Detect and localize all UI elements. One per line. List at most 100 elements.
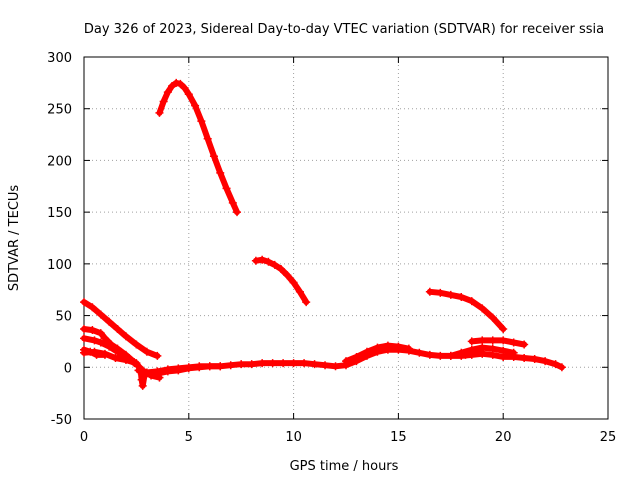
data-point [499, 336, 508, 345]
data-point [100, 350, 109, 359]
data-point [394, 342, 403, 351]
data-point [121, 356, 130, 365]
data-point [258, 255, 267, 264]
data-point [168, 81, 177, 90]
data-point [404, 344, 413, 353]
data-point [80, 325, 88, 334]
series-arc-4 [80, 298, 162, 360]
y-tick-label: 250 [47, 103, 72, 118]
data-point [474, 347, 483, 356]
chart-title: Day 326 of 2023, Sidereal Day-to-day VTE… [84, 22, 604, 37]
data-point [258, 359, 267, 368]
y-tick-label: 50 [55, 310, 72, 325]
plot-frame [83, 56, 609, 420]
data-point [105, 317, 114, 326]
y-tick-label: -50 [51, 413, 72, 428]
data-point [137, 375, 146, 384]
data-point [488, 344, 497, 353]
data-point [172, 78, 181, 87]
data-point [268, 359, 277, 368]
data-point [132, 359, 141, 368]
x-tick-label: 0 [80, 430, 88, 445]
series-arc-1 [155, 78, 242, 217]
data-point [541, 357, 550, 366]
data-point [121, 332, 130, 341]
data-point [277, 265, 286, 274]
data-point [96, 329, 105, 338]
data-point [520, 340, 529, 349]
y-tick-label: 0 [64, 361, 72, 376]
data-point [467, 337, 476, 346]
data-point [216, 362, 225, 371]
series-arc-3 [425, 287, 508, 334]
data-point [142, 347, 151, 356]
data-point [373, 343, 382, 352]
data-point [436, 351, 445, 360]
series-arc-2 [251, 255, 311, 307]
x-tick-label: 10 [285, 430, 302, 445]
data-point [247, 360, 256, 369]
data-point [153, 351, 162, 360]
data-point [222, 184, 231, 193]
grid-lines [84, 57, 608, 419]
data-point [499, 325, 508, 334]
data-point [96, 338, 105, 347]
data-point [436, 288, 445, 297]
data-point [191, 101, 200, 110]
x-axis-label: GPS time / hours [290, 459, 399, 474]
data-point [155, 108, 164, 117]
data-point [100, 334, 109, 343]
data-point [270, 260, 279, 269]
data-point [446, 351, 455, 360]
data-point [509, 348, 518, 357]
series-arc-12 [461, 347, 487, 359]
data-point [203, 134, 212, 143]
data-point [499, 346, 508, 355]
data-point [86, 347, 95, 356]
data-point [153, 367, 162, 376]
data-point [233, 208, 242, 217]
data-point [321, 361, 330, 370]
data-point [159, 97, 168, 106]
data-point [113, 347, 122, 356]
data-point [425, 287, 434, 296]
data-point [90, 336, 99, 345]
x-tick-label: 5 [185, 430, 193, 445]
data-point [163, 365, 172, 374]
data-point [80, 345, 88, 354]
y-tick-label: 300 [47, 51, 72, 66]
data-point [251, 256, 260, 265]
data-point [80, 298, 88, 307]
data-point [237, 360, 246, 369]
data-point [289, 278, 298, 287]
data-point [279, 359, 288, 368]
data-point [551, 360, 560, 369]
axis-ticks: 0 5 10 15 20 25 -50 0 50 100 150 200 250 300 [47, 51, 616, 445]
data-point [205, 362, 214, 371]
data-point [88, 326, 97, 335]
data-point [467, 348, 476, 357]
y-tick-label: 150 [47, 206, 72, 221]
data-point [520, 353, 529, 362]
data-point [488, 313, 497, 322]
data-point [295, 287, 304, 296]
data-point [383, 341, 392, 350]
data-point [478, 304, 487, 313]
data-point [228, 198, 237, 207]
data-point [226, 361, 235, 370]
data-point [134, 366, 143, 375]
data-point [80, 334, 88, 343]
y-tick-label: 100 [47, 258, 72, 273]
x-tick-label: 25 [600, 430, 617, 445]
data-point [138, 381, 147, 390]
y-axis-label: SDTVAR / TECUs [7, 185, 22, 292]
data-point [331, 362, 340, 371]
data-point [184, 363, 193, 372]
data-point [488, 336, 497, 345]
data-point [111, 353, 120, 362]
data-point [88, 303, 97, 312]
y-tick-label: 200 [47, 154, 72, 169]
data-point [132, 340, 141, 349]
series-arc-13 [467, 336, 529, 349]
